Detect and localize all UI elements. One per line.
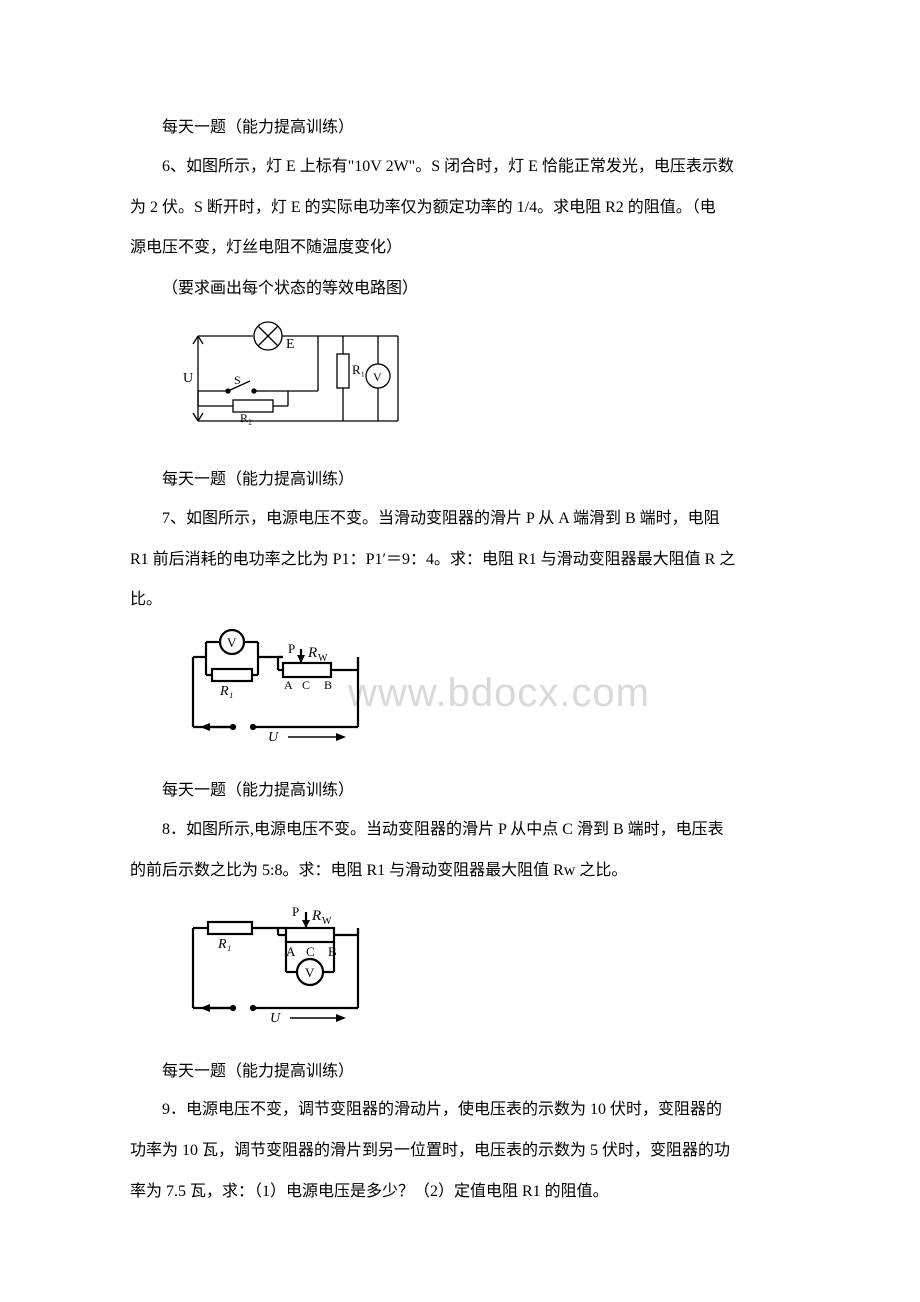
problem-8-line2: 的前后示数之比为 5:8。求：电阻 R1 与滑动变阻器最大阻值 Rw 之比。 [130,857,790,886]
problem-7-line1: 7、如图所示，电源电压不变。当滑动变阻器的滑片 P 从 A 端滑到 B 端时，电… [130,505,790,534]
label-RwSub8: W [322,916,332,927]
section-label-9: 每天一题（能力提高训练） [130,1058,790,1087]
problem-9-line1: 9．电源电压不变，调节变阻器的滑动片，使电压表的示数为 10 伏时，变阻器的 [130,1096,790,1125]
label-B8: B [328,944,337,959]
problem-6-line2: 为 2 伏。S 断开时，灯 E 的实际电功率仅为额定功率的 1/4。求电阻 R2… [130,194,790,223]
label-A8: A [286,944,296,959]
label-S: S [234,373,241,387]
problem-8-line1: 8．如图所示,电源电压不变。当动变阻器的滑片 P 从中点 C 滑到 B 端时，电… [130,816,790,845]
label-U: U [183,371,193,386]
problem-7-line3: 比。 [130,586,790,615]
section-label-7: 每天一题（能力提高训练） [130,466,790,495]
label-R1-8: R₁ [217,937,231,952]
label-R1-7: R₁ [219,684,233,699]
label-E: E [286,337,295,352]
section-label-6: 每天一题（能力提高训练） [130,114,790,143]
section-label-8: 每天一题（能力提高训练） [130,777,790,806]
label-U7: U [268,730,279,745]
label-V: V [373,370,382,384]
diagram-6: E U S R₂ [178,316,790,436]
label-Rw8: R [311,908,321,924]
label-V8: V [305,965,315,980]
problem-9-line3: 率为 7.5 瓦，求：（1）电源电压是多少？（2）定值电阻 R1 的阻值。 [130,1178,790,1207]
label-R2: R₂ [240,411,252,425]
label-R1: R₁ [352,362,365,377]
label-U8: U [270,1011,281,1026]
label-C7: C [302,678,310,692]
label-P8: P [292,904,299,919]
label-P7: P [288,641,295,656]
label-RwSub7: W [318,653,328,664]
problem-6-note: （要求画出每个状态的等效电路图） [130,275,790,304]
label-B7: B [324,678,332,692]
problem-9-line2: 功率为 10 瓦，调节变阻器的滑片到另一位置时，电压表的示数为 5 伏时，变阻器… [130,1137,790,1166]
diagram-8: R₁ P R W A C B [178,898,790,1028]
label-V7: V [227,635,237,650]
label-Rw7: R [307,645,317,661]
label-C8: C [306,944,315,959]
problem-7-line2: R1 前后消耗的电功率之比为 P1：P1′＝9：4。求：电阻 R1 与滑动变阻器… [130,546,790,575]
watermark-text: www.bdocx.com [348,657,650,729]
problem-6-line3: 源电压不变，灯丝电阻不随温度变化） [130,234,790,263]
problem-6-line1: 6、如图所示，灯 E 上标有"10V 2W"。S 闭合时，灯 E 恰能正常发光，… [130,153,790,182]
diagram-7: www.bdocx.com V [178,627,790,747]
label-A7: A [284,678,293,692]
